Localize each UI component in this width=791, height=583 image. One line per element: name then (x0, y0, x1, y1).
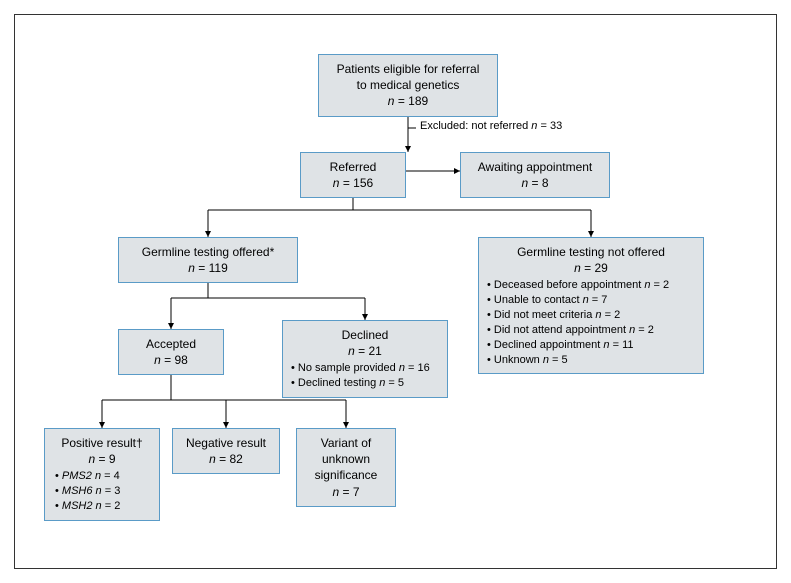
node-eligible: Patients eligible for referralto medical… (318, 54, 498, 117)
node-n: n = 29 (517, 260, 665, 276)
node-declined: Declined n = 21 No sample provided n = 1… (282, 320, 448, 398)
positive-genes: PMS2 n = 4MSH6 n = 3MSH2 n = 2 (53, 469, 120, 514)
excluded-n: 33 (550, 120, 562, 132)
node-n: n = 82 (209, 451, 243, 467)
bullet-item: Unable to contact n = 7 (487, 293, 669, 308)
declined-bullets: No sample provided n = 16Declined testin… (291, 361, 430, 391)
node-n: n = 9 (88, 451, 115, 467)
node-title: Germline testing offered* (142, 244, 275, 260)
node-title: Awaiting appointment (478, 159, 593, 175)
node-title: Declined (342, 327, 389, 343)
node-n: n = 21 (342, 343, 389, 359)
excluded-label: Excluded: not referred n = 33 (420, 120, 562, 132)
bullet-item: Unknown n = 5 (487, 353, 669, 368)
bullet-item: Declined testing n = 5 (291, 376, 430, 391)
excluded-text: Excluded: not referred (420, 120, 528, 132)
node-referred: Referred n = 156 (300, 152, 406, 198)
node-n: n = 8 (521, 175, 548, 191)
bullet-item: Declined appointment n = 11 (487, 338, 669, 353)
node-title: Germline testing not offered (517, 244, 665, 260)
node-title: Negative result (186, 435, 266, 451)
node-n: n = 189 (388, 93, 428, 109)
node-not-offered: Germline testing not offered n = 29 Dece… (478, 237, 704, 374)
node-negative: Negative result n = 82 (172, 428, 280, 474)
bullet-item: Did not meet criteria n = 2 (487, 308, 669, 323)
node-n: n = 156 (333, 175, 373, 191)
bullet-item: Deceased before appointment n = 2 (487, 278, 669, 293)
node-title: Variant ofunknownsignificance (315, 435, 378, 484)
node-title: Accepted (146, 336, 196, 352)
node-n: n = 119 (188, 260, 228, 276)
node-title: Patients eligible for referralto medical… (337, 61, 480, 93)
node-title: Referred (330, 159, 377, 175)
node-n: n = 7 (332, 484, 359, 500)
node-title: Positive result† (61, 435, 142, 451)
gene-item: MSH2 n = 2 (55, 499, 120, 514)
bullet-item: No sample provided n = 16 (291, 361, 430, 376)
node-accepted: Accepted n = 98 (118, 329, 224, 375)
node-offered: Germline testing offered* n = 119 (118, 237, 298, 283)
gene-item: PMS2 n = 4 (55, 469, 120, 484)
node-n: n = 98 (154, 352, 188, 368)
node-positive: Positive result† n = 9 PMS2 n = 4MSH6 n … (44, 428, 160, 521)
gene-item: MSH6 n = 3 (55, 484, 120, 499)
bullet-item: Did not attend appointment n = 2 (487, 323, 669, 338)
not-offered-bullets: Deceased before appointment n = 2Unable … (487, 278, 669, 367)
node-awaiting: Awaiting appointment n = 8 (460, 152, 610, 198)
node-vus: Variant ofunknownsignificance n = 7 (296, 428, 396, 507)
